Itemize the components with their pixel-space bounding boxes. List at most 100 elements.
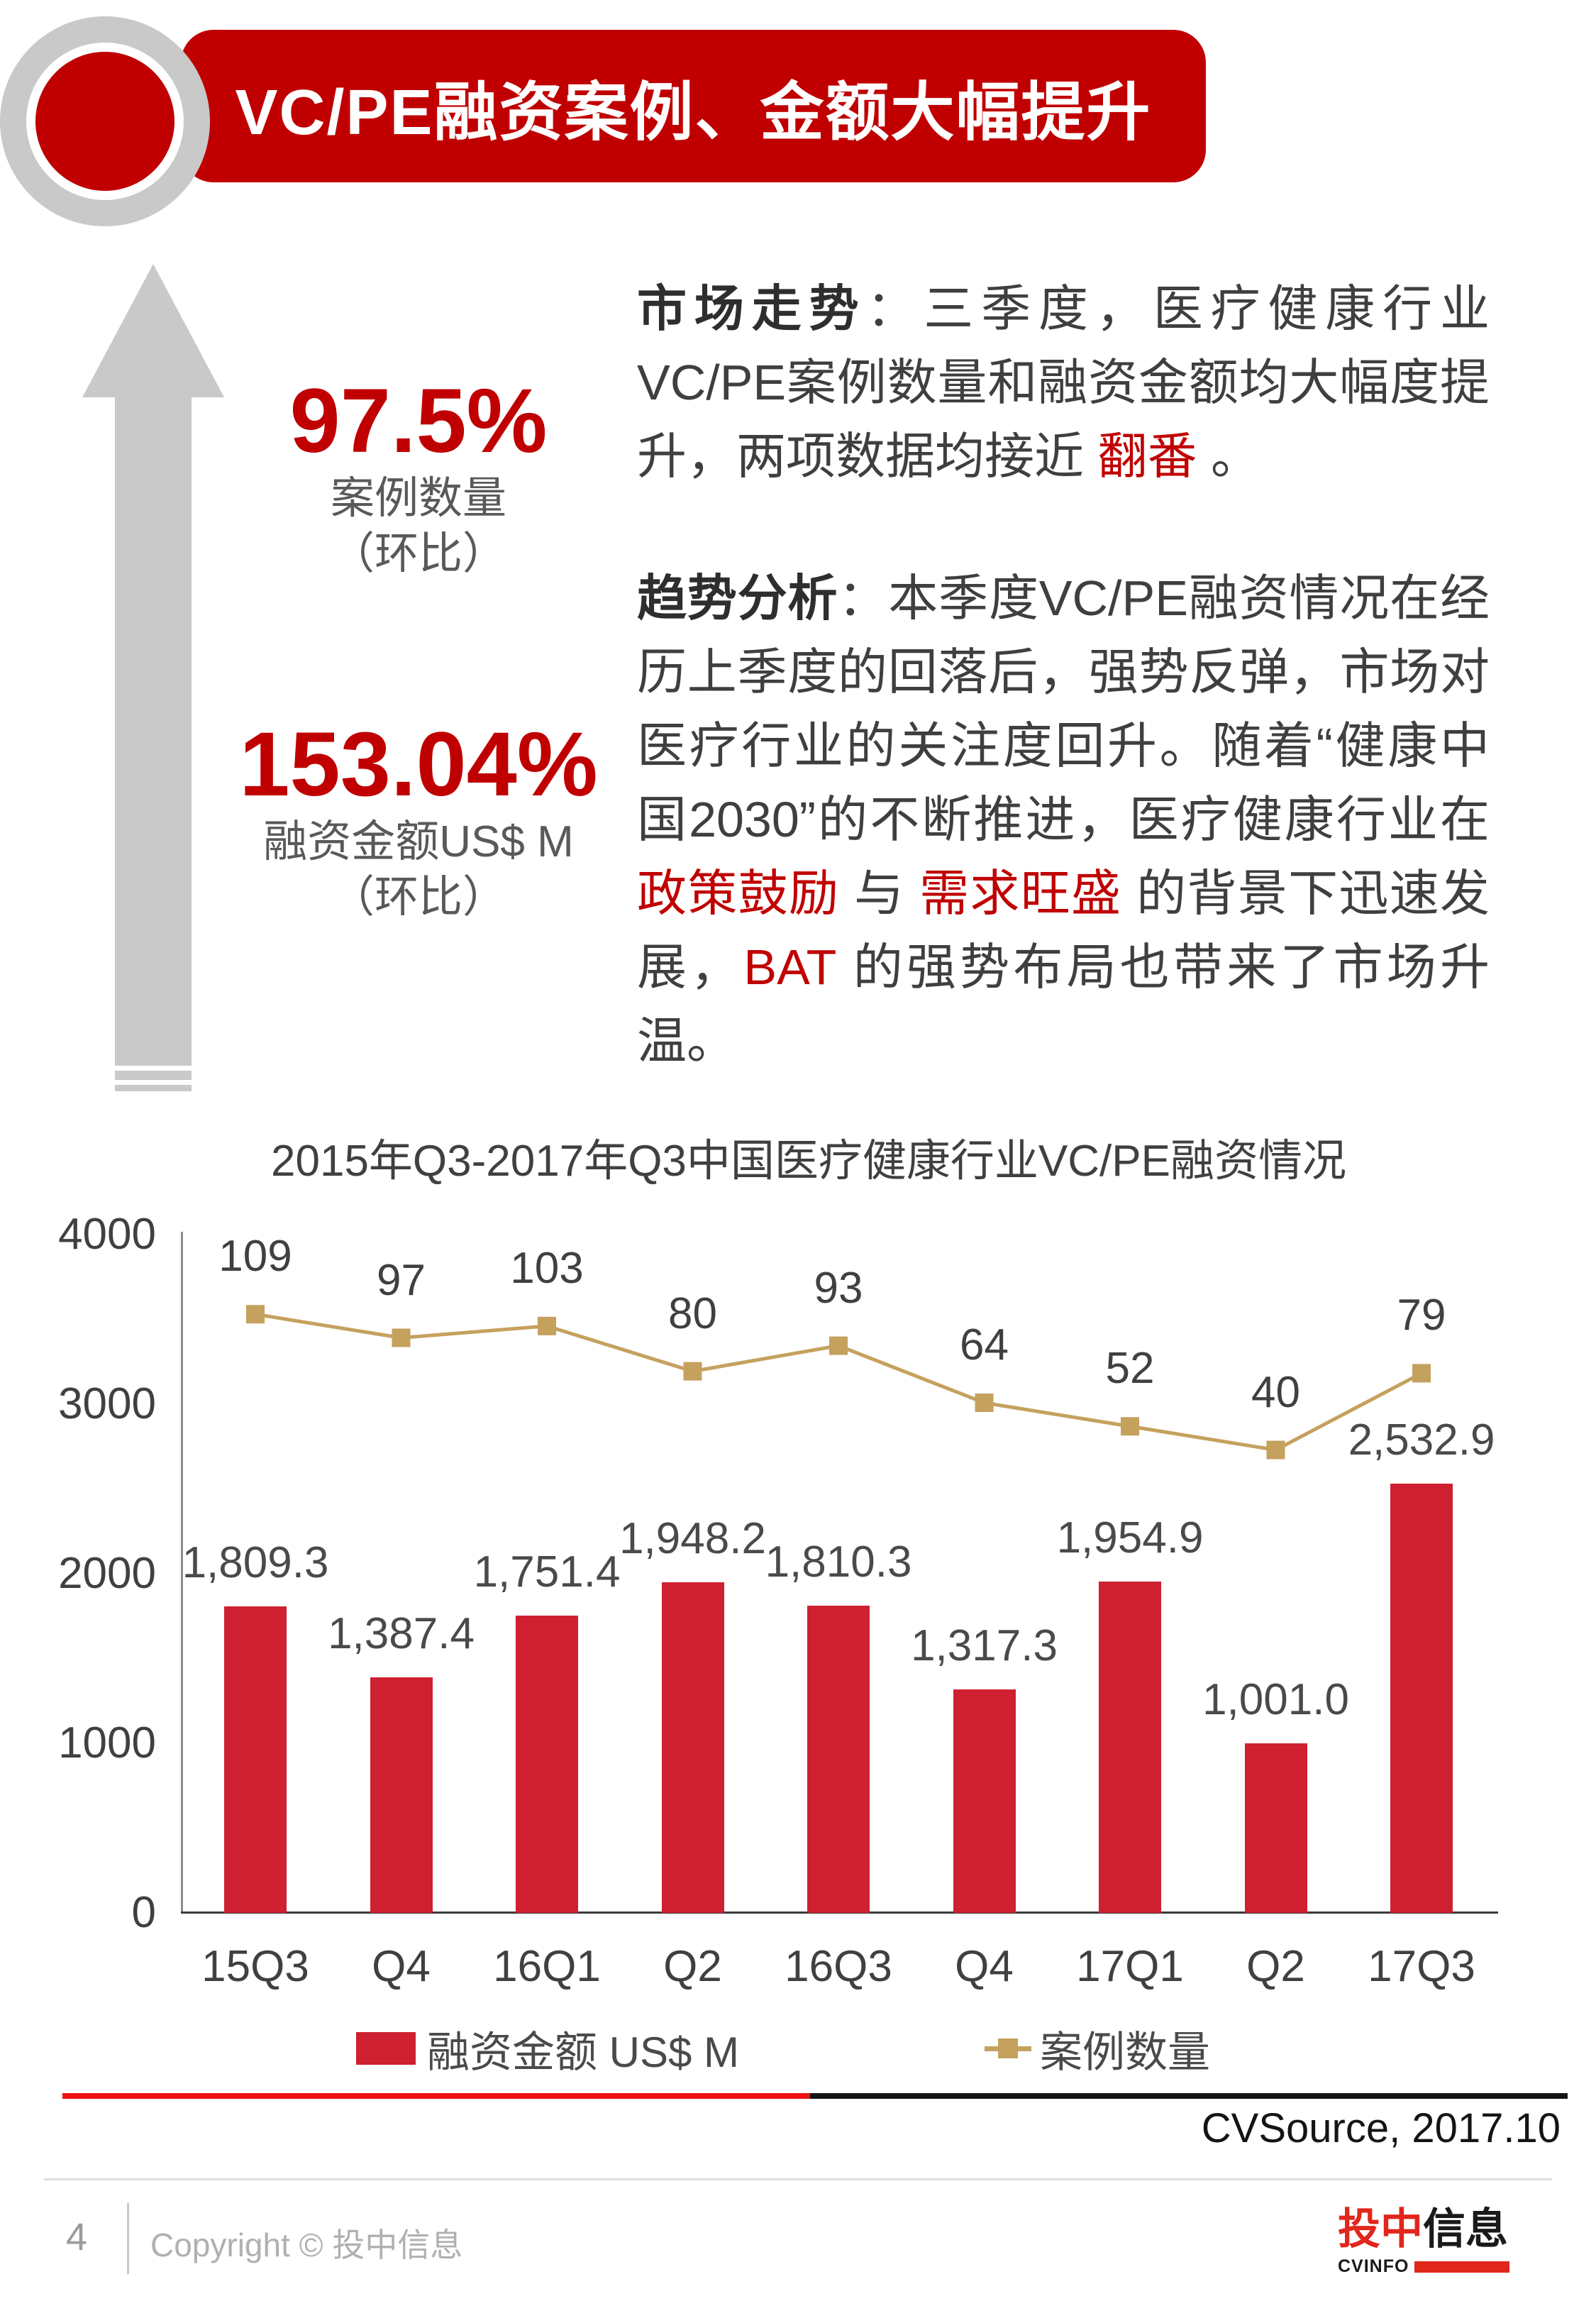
market-trend-paragraph: 市场走势：三季度，医疗健康行业VC/PE案例数量和融资金额均大幅度提升，两项数据… (637, 272, 1490, 493)
case-count-sublabel: （环比） (330, 529, 506, 578)
bar-value-label-16Q3: 1,810.3 (765, 1538, 912, 1587)
bar-17Q3 (1390, 1483, 1453, 1913)
line-value-label-Q4: 97 (377, 1255, 426, 1305)
bar-value-label-15Q3: 1,809.3 (182, 1538, 329, 1587)
line-series-square-icon (998, 2039, 1018, 2058)
copyright-text: Copyright © 投中信息 (150, 2227, 463, 2263)
line-value-label-15Q3: 109 (218, 1232, 292, 1281)
y-axis-tick-1000: 1000 (58, 1719, 156, 1767)
page-number: 4 (65, 2216, 88, 2258)
red-black-separator (62, 2093, 1568, 2099)
bar-value-label-Q2: 1,001.0 (1202, 1675, 1349, 1724)
data-source: CVSource, 2017.10 (1201, 2105, 1561, 2151)
x-axis-label-17Q1: 17Q1 (1076, 1942, 1184, 1991)
trend-analysis-red-word-3: BAT (743, 939, 836, 995)
trend-analysis-text-4: 的强势布局也带来了市场升温。 (637, 939, 1490, 1069)
legend-item-amount: 融资金额 US$ M (356, 2025, 739, 2076)
logo-red-part: 投中 (1338, 2205, 1423, 2253)
amount-label: 融资金额US$ M (263, 817, 574, 866)
line-marker-Q4 (392, 1328, 411, 1347)
x-axis-label-17Q3: 17Q3 (1368, 1942, 1475, 1991)
x-axis-label-Q2: Q2 (663, 1942, 722, 1991)
footer-vertical-divider (127, 2203, 129, 2274)
amount-sublabel: （环比） (330, 873, 506, 922)
up-arrow-icon (82, 264, 224, 397)
logo-wordmark: 投中信息 (1338, 2208, 1509, 2251)
trend-analysis-text-3: 的背景下迅速发展， (637, 866, 1490, 995)
legend-item-cases: 案例数量 (985, 2025, 1210, 2076)
chart-y-axis-line (181, 1232, 183, 1914)
chart-title: 2015年Q3-2017年Q3中国医疗健康行业VC/PE融资情况 (271, 1137, 1346, 1186)
bullseye-red-dot (35, 52, 174, 191)
trend-analysis-red-word-2: 需求旺盛 (919, 866, 1122, 921)
amount-percent: 153.04% (239, 714, 598, 815)
y-axis-tick-3000: 3000 (58, 1379, 156, 1428)
trend-analysis-red-word-1: 政策鼓励 (637, 866, 840, 921)
trend-analysis-lead: 趋势分析 (637, 570, 838, 626)
footer-divider (44, 2178, 1552, 2180)
up-arrow-break-line-1 (115, 1071, 192, 1080)
x-axis-label-16Q3: 16Q3 (785, 1942, 892, 1991)
market-trend-lead: 市场走势 (637, 281, 867, 336)
case-count-label: 案例数量 (330, 474, 506, 523)
trend-analysis-text-1: ：本季度VC/PE融资情况在经历上季度的回落后，强势反弹，市场对医疗行业的关注度… (637, 570, 1490, 847)
line-value-label-Q2: 40 (1251, 1367, 1300, 1417)
line-value-label-16Q1: 103 (510, 1243, 584, 1293)
bar-16Q1 (516, 1616, 578, 1913)
line-marker-15Q3 (246, 1305, 265, 1324)
logo-red-bar-icon (1414, 2261, 1509, 2273)
case-count-percent: 97.5% (289, 370, 548, 472)
logo-subline: CVINFO (1338, 2256, 1509, 2277)
separator-red-segment (62, 2093, 810, 2099)
bullseye-icon (0, 16, 210, 226)
bar-Q2 (1244, 1743, 1307, 1913)
market-trend-text-2: 。 (1197, 429, 1260, 484)
logo-black-part: 信息 (1423, 2205, 1508, 2253)
page-title: VC/PE融资案例、金额大幅提升 (235, 77, 1152, 148)
legend-label-cases: 案例数量 (1040, 2028, 1210, 2076)
cvinfo-logo: 投中信息 CVINFO (1338, 2208, 1509, 2277)
bar-value-label-Q4: 1,387.4 (328, 1609, 475, 1659)
line-marker-Q4 (975, 1393, 994, 1412)
bar-value-label-16Q1: 1,751.4 (473, 1548, 621, 1597)
amount-highlight: 153.04% 融资金额US$ M （环比） (206, 715, 631, 925)
bullseye-white-ring (26, 43, 184, 200)
y-axis-tick-0: 0 (131, 1888, 156, 1937)
line-value-label-17Q3: 79 (1397, 1291, 1446, 1340)
analysis-text: 市场走势：三季度，医疗健康行业VC/PE案例数量和融资金额均大幅度提升，两项数据… (637, 272, 1490, 1078)
y-axis-tick-2000: 2000 (58, 1549, 156, 1598)
line-marker-17Q3 (1412, 1364, 1431, 1383)
x-axis-label-Q4: Q4 (372, 1942, 431, 1991)
bar-Q4 (953, 1689, 1016, 1913)
y-axis-tick-4000: 4000 (58, 1210, 156, 1259)
up-arrow-shaft (115, 396, 192, 1066)
trend-analysis-paragraph: 趋势分析：本季度VC/PE融资情况在经历上季度的回落后，强势反弹，市场对医疗行业… (637, 561, 1490, 1078)
bar-value-label-Q2: 1,948.2 (619, 1514, 766, 1564)
x-axis-label-Q2: Q2 (1246, 1942, 1305, 1991)
bar-15Q3 (224, 1606, 287, 1913)
case-count-highlight: 97.5% 案例数量 （环比） (206, 372, 631, 582)
line-marker-Q2 (1266, 1440, 1285, 1460)
bar-value-label-17Q1: 1,954.9 (1056, 1513, 1204, 1562)
bar-Q2 (661, 1582, 724, 1913)
x-axis-label-16Q1: 16Q1 (493, 1942, 601, 1991)
bar-value-label-Q4: 1,317.3 (911, 1621, 1058, 1671)
logo-sub-text: CVINFO (1338, 2256, 1409, 2276)
market-trend-text-1: ：三季度，医疗健康行业VC/PE案例数量和融资金额均大幅度提升，两项数据均接近 (637, 281, 1490, 484)
line-value-label-16Q3: 93 (814, 1263, 863, 1313)
line-marker-17Q1 (1121, 1417, 1139, 1436)
bar-value-label-17Q3: 2,532.9 (1348, 1415, 1495, 1464)
line-marker-Q2 (683, 1362, 702, 1381)
trend-analysis-text-2: 与 (839, 866, 920, 921)
market-trend-red-word: 翻番 (1097, 429, 1197, 484)
line-marker-16Q3 (829, 1336, 848, 1355)
header-banner: VC/PE融资案例、金额大幅提升 (181, 30, 1206, 182)
x-axis-label-Q4: Q4 (955, 1942, 1014, 1991)
line-marker-16Q1 (538, 1316, 556, 1335)
bar-series-swatch-icon (356, 2032, 416, 2065)
bar-Q4 (370, 1677, 433, 1913)
line-series-marker-icon (985, 2039, 1031, 2058)
up-arrow-break-line-2 (115, 1085, 192, 1091)
legend-label-amount: 融资金额 US$ M (427, 2028, 740, 2076)
